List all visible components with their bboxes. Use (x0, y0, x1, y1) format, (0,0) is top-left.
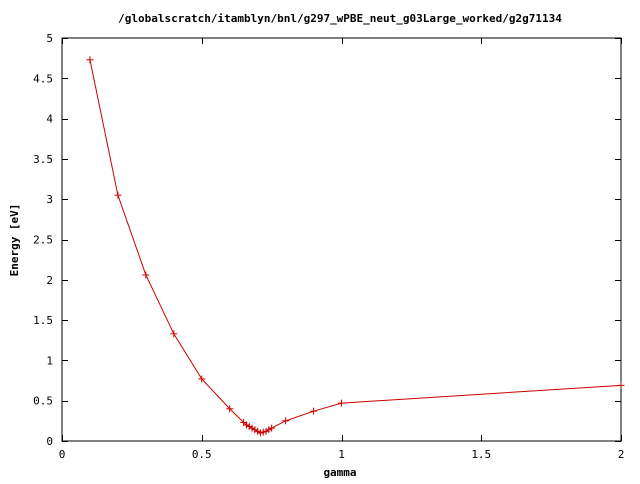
y-tick-label: 4.5 (33, 72, 53, 85)
x-tick-label: 2 (618, 448, 625, 461)
y-tick-label: 0.5 (33, 395, 53, 408)
x-axis-ticks: 0 0.5 1 1.5 2 (59, 38, 625, 461)
y-tick-label: 5 (46, 32, 53, 45)
data-point-marker (198, 375, 206, 383)
y-tick-label: 4 (46, 113, 53, 126)
x-axis-label: gamma (323, 466, 356, 479)
data-point-marker (226, 405, 234, 413)
y-tick-label: 2.5 (33, 234, 53, 247)
data-point-marker (86, 56, 94, 64)
y-axis-ticks: 0 0.5 1 1.5 2 2.5 3 3.5 4 4.5 5 (33, 32, 621, 448)
x-tick-label: 1.5 (471, 448, 491, 461)
data-point-marker (282, 417, 290, 425)
y-tick-label: 0 (46, 435, 53, 448)
data-point-marker (617, 381, 625, 389)
series-line (89, 59, 622, 434)
data-point-marker (310, 407, 318, 415)
x-tick-label: 1 (338, 448, 345, 461)
data-point-marker (338, 399, 345, 407)
series-group (86, 56, 625, 437)
data-point-marker (170, 330, 178, 338)
y-axis-label: Energy [eV] (8, 204, 21, 277)
y-tick-label: 1.5 (33, 314, 53, 327)
data-point-marker (142, 271, 150, 279)
data-point-marker (268, 424, 276, 432)
chart-title: /globalscratch/itamblyn/bnl/g297_wPBE_ne… (118, 12, 562, 25)
y-tick-label: 3.5 (33, 153, 53, 166)
x-tick-label: 0.5 (192, 448, 212, 461)
x-tick-label: 0 (59, 448, 66, 461)
plot-frame (61, 37, 622, 442)
plot-border (61, 37, 622, 442)
y-tick-label: 1 (46, 354, 53, 367)
y-tick-label: 3 (46, 193, 53, 206)
data-point-marker (114, 191, 122, 199)
y-tick-label: 2 (46, 274, 53, 287)
